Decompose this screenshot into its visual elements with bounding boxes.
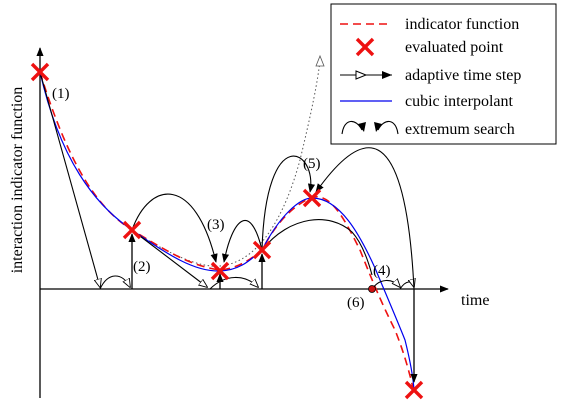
legend-label-extremum-search: extremum search (405, 121, 515, 138)
evaluated-point-1 (30, 62, 50, 82)
axes (36, 47, 449, 398)
label-p2: (2) (133, 259, 151, 275)
evaluated-points (30, 62, 424, 400)
root-point (368, 285, 376, 293)
legend-label-evaluated-point: evaluated point (405, 39, 504, 56)
label-p6: (6) (347, 295, 365, 311)
extremum-arc-1 (131, 193, 218, 263)
dotted-trial-curve (131, 59, 321, 267)
step-arrow-4c (399, 282, 414, 290)
dotted-arrow-head-icon (315, 54, 325, 67)
label-p1: (1) (52, 86, 70, 102)
extremum-arc-2 (221, 219, 263, 263)
extremum-search-arcs (131, 147, 415, 290)
evaluated-point-2 (122, 220, 142, 240)
x-axis-label: time (461, 292, 489, 309)
extremum-search-legend-icon (341, 120, 399, 135)
evaluated-point-legend-icon (355, 37, 375, 57)
legend: indicator function evaluated point adapt… (330, 3, 557, 145)
label-p3: (3) (207, 217, 225, 233)
interpolation-arc (261, 219, 373, 276)
y-axis-label: interaction indicator function (9, 87, 26, 274)
step-arrow-1b (99, 275, 130, 290)
legend-label-indicator-function: indicator function (405, 16, 519, 33)
evaluated-point-3 (210, 261, 230, 281)
legend-box (330, 3, 557, 145)
step-arrow-2-diag (131, 229, 207, 287)
evaluated-point-4 (252, 240, 272, 260)
evaluated-point-5 (302, 188, 322, 208)
evaluated-point-6 (404, 380, 424, 400)
extremum-arc-3 (261, 155, 316, 251)
step-arrow-1 (39, 71, 100, 287)
label-p4: (4) (373, 263, 391, 279)
extremum-arc-4 (315, 147, 415, 290)
legend-label-cubic-interpolant: cubic interpolant (405, 93, 514, 110)
legend-label-adaptive-time-step: adaptive time step (405, 67, 521, 84)
adaptive-time-step-legend-icon (340, 70, 392, 80)
label-p5: (5) (303, 156, 321, 172)
step-arrow-3a (209, 276, 258, 290)
